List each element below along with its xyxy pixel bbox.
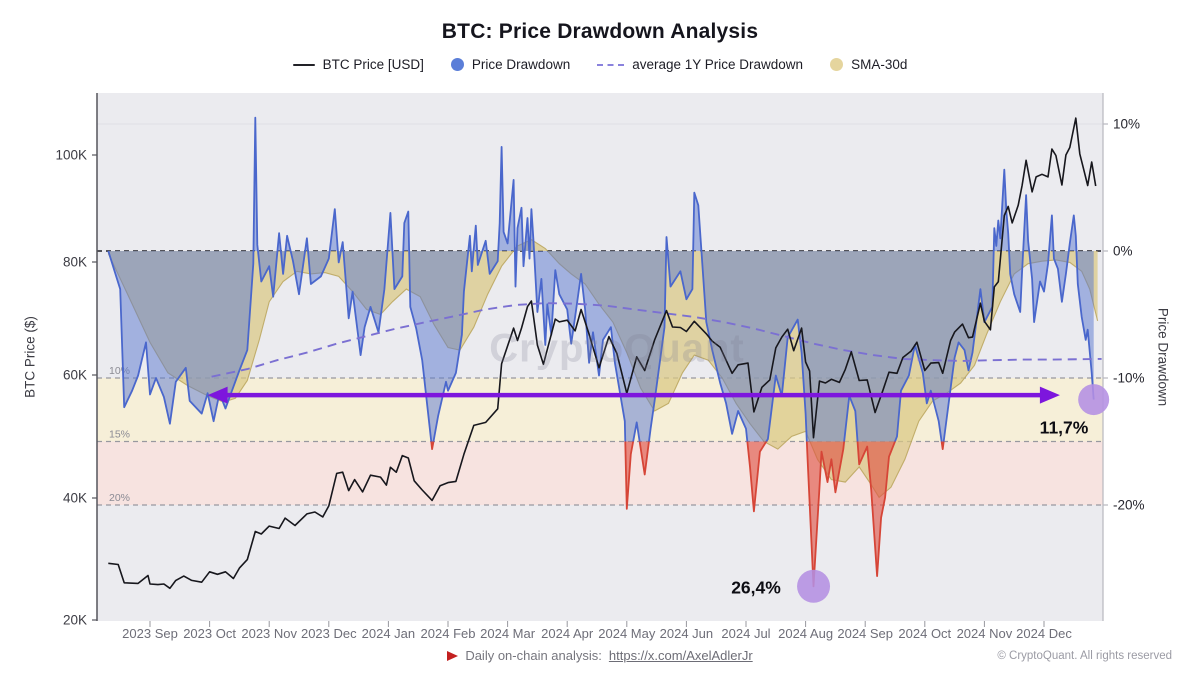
flag-icon — [447, 650, 459, 661]
drawdown-axis-tick-labels: 10% 0% -10% -20% — [1103, 117, 1145, 513]
legend-item-price-drawdown: Price Drawdown — [450, 57, 571, 72]
copyright-notice: © CryptoQuant. All rights reserved — [997, 650, 1172, 662]
svg-text:40K: 40K — [63, 491, 87, 506]
author-link[interactable]: https://x.com/AxelAdlerJr — [608, 648, 753, 663]
legend-item-avg-drawdown: average 1Y Price Drawdown — [597, 57, 803, 72]
price-axis-title: BTC Price ($) — [22, 316, 38, 398]
svg-text:15%: 15% — [109, 429, 130, 441]
svg-text:2024 May: 2024 May — [598, 626, 656, 641]
svg-text:2024 Oct: 2024 Oct — [898, 626, 951, 641]
svg-text:10%: 10% — [1113, 117, 1140, 132]
svg-text:2024 Nov: 2024 Nov — [957, 626, 1013, 641]
line-marker-icon — [292, 63, 315, 66]
svg-text:2024 Dec: 2024 Dec — [1016, 626, 1072, 641]
svg-text:2023 Sep: 2023 Sep — [122, 626, 178, 641]
svg-text:2024 Sep: 2024 Sep — [837, 626, 893, 641]
svg-text:2024 Feb: 2024 Feb — [421, 626, 476, 641]
price-axis-tick-labels: 100K 80K 60K 40K 20K — [55, 148, 97, 628]
svg-text:2024 Mar: 2024 Mar — [480, 626, 536, 641]
current-drawdown-annotation: 11,7% — [1039, 417, 1089, 438]
circle-marker-icon — [450, 58, 464, 71]
legend-label: Price Drawdown — [471, 57, 571, 72]
svg-text:20%: 20% — [109, 492, 130, 504]
svg-text:-20%: -20% — [1113, 498, 1145, 513]
svg-text:2024 Apr: 2024 Apr — [541, 626, 594, 641]
legend-label: average 1Y Price Drawdown — [632, 57, 804, 72]
svg-text:2023 Nov: 2023 Nov — [241, 626, 297, 641]
drawdown-extreme-markers — [797, 384, 1110, 603]
footer-text: Daily on-chain analysis: — [465, 648, 602, 663]
legend-item-btc-price: BTC Price [USD] — [292, 57, 424, 72]
price-drawdown-area — [108, 117, 1094, 442]
svg-text:2024 Jan: 2024 Jan — [362, 626, 416, 641]
legend-item-sma30: SMA-30d — [830, 57, 907, 72]
legend-label: SMA-30d — [851, 57, 908, 72]
band-15-20-percent — [97, 441, 1103, 505]
svg-text:2024 Jul: 2024 Jul — [721, 626, 770, 641]
svg-text:100K: 100K — [55, 148, 87, 163]
legend-label: BTC Price [USD] — [322, 57, 424, 72]
svg-text:2024 Aug: 2024 Aug — [778, 626, 833, 641]
footer: Daily on-chain analysis: https://x.com/A… — [0, 648, 1200, 663]
average-1y-drawdown-line — [211, 302, 1102, 378]
svg-text:80K: 80K — [63, 255, 87, 270]
svg-text:2023 Oct: 2023 Oct — [183, 626, 236, 641]
dashed-line-marker-icon — [597, 63, 625, 66]
btc-price-line — [108, 117, 1097, 590]
max-drawdown-annotation: 26,4% — [731, 577, 781, 598]
circle-marker-icon — [830, 58, 844, 71]
svg-text:2024 Jun: 2024 Jun — [660, 626, 714, 641]
drawdown-range-arrow — [207, 386, 1060, 404]
svg-text:60K: 60K — [63, 368, 87, 383]
svg-text:2023 Dec: 2023 Dec — [301, 626, 357, 641]
svg-text:0%: 0% — [1113, 244, 1133, 259]
svg-text:20K: 20K — [63, 613, 87, 628]
drawdown-axis-title: Price Drawdown — [1155, 307, 1171, 407]
svg-text:-10%: -10% — [1113, 371, 1145, 386]
x-axis-month-labels: 2023 Sep 2023 Oct 2023 Nov 2023 Dec 2024 Jan… — [122, 621, 1072, 641]
legend: BTC Price [USD] Price Drawdown average 1… — [0, 57, 1200, 72]
page-title: BTC: Price Drawdown Analysis — [441, 20, 759, 43]
